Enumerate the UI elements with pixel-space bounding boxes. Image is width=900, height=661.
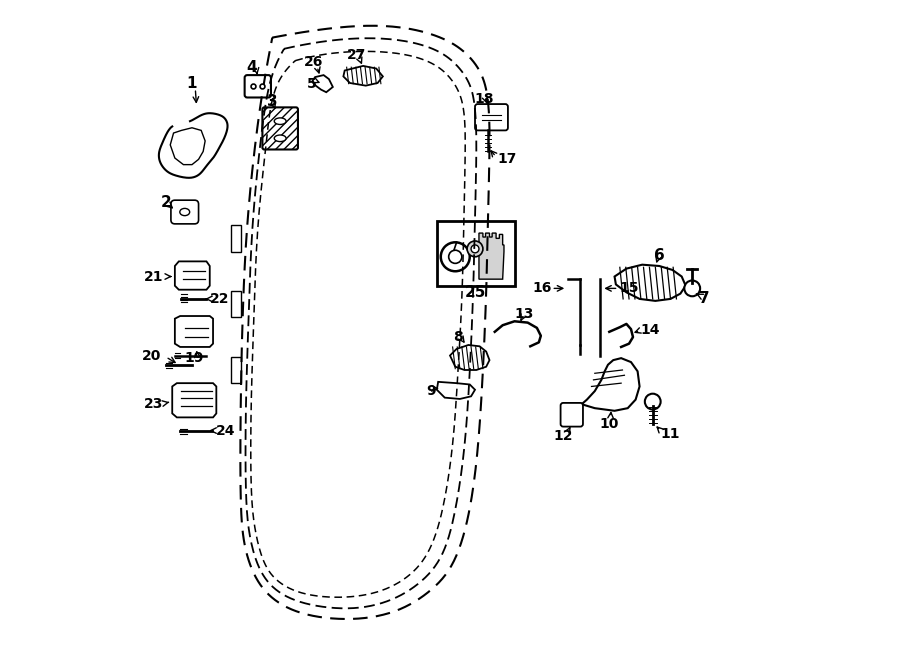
Bar: [231, 357, 240, 383]
FancyBboxPatch shape: [561, 403, 583, 426]
Text: 4: 4: [246, 59, 256, 75]
FancyBboxPatch shape: [245, 75, 271, 97]
Circle shape: [449, 251, 462, 263]
Text: 12: 12: [554, 429, 573, 443]
Bar: [436, 221, 515, 286]
FancyBboxPatch shape: [263, 107, 298, 149]
Text: 5: 5: [307, 77, 317, 91]
Polygon shape: [479, 233, 504, 279]
Text: 27: 27: [346, 48, 366, 62]
Text: 21: 21: [144, 270, 164, 284]
Text: 7: 7: [698, 292, 709, 307]
Text: 3: 3: [267, 94, 277, 109]
Text: 25: 25: [465, 285, 486, 300]
Text: 26: 26: [303, 55, 323, 69]
Ellipse shape: [274, 118, 286, 124]
Text: 16: 16: [533, 282, 552, 295]
Bar: [231, 291, 240, 317]
Circle shape: [684, 280, 700, 296]
Text: 23: 23: [144, 397, 164, 411]
Text: 11: 11: [661, 428, 680, 442]
Polygon shape: [450, 345, 490, 370]
Text: 8: 8: [453, 330, 463, 344]
Text: 6: 6: [654, 248, 665, 263]
Polygon shape: [436, 382, 475, 399]
Text: 10: 10: [599, 417, 619, 431]
Text: 14: 14: [641, 323, 661, 338]
Text: 19: 19: [184, 351, 204, 365]
Polygon shape: [581, 358, 640, 410]
Polygon shape: [175, 316, 213, 347]
Polygon shape: [170, 128, 205, 165]
Text: 22: 22: [210, 292, 230, 306]
Ellipse shape: [274, 135, 286, 141]
FancyBboxPatch shape: [171, 200, 199, 224]
FancyBboxPatch shape: [475, 104, 508, 130]
Bar: [231, 225, 240, 252]
Text: 2: 2: [160, 194, 171, 210]
Polygon shape: [344, 66, 382, 86]
Text: 9: 9: [426, 384, 436, 398]
Circle shape: [471, 245, 479, 253]
Circle shape: [441, 243, 470, 271]
Text: 18: 18: [474, 92, 494, 106]
Circle shape: [467, 241, 483, 256]
Circle shape: [644, 394, 661, 409]
Text: 24: 24: [216, 424, 236, 438]
Text: 20: 20: [142, 348, 162, 362]
Polygon shape: [312, 75, 333, 93]
Polygon shape: [175, 261, 210, 290]
Polygon shape: [615, 264, 686, 301]
Polygon shape: [172, 383, 216, 417]
Text: 13: 13: [514, 307, 534, 321]
Text: 1: 1: [186, 76, 197, 91]
Text: 15: 15: [620, 282, 639, 295]
Text: 17: 17: [498, 153, 517, 167]
Ellipse shape: [180, 208, 190, 215]
